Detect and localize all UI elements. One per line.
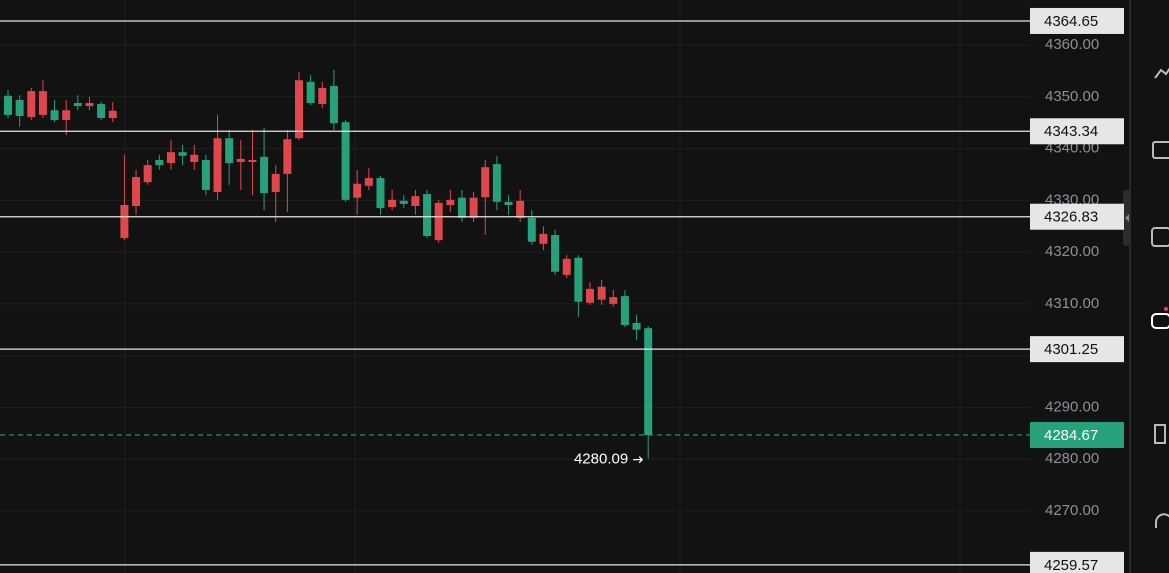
candle-body xyxy=(166,152,175,164)
candle-body xyxy=(539,233,548,244)
candle-body xyxy=(260,156,269,194)
candle-body xyxy=(469,197,478,218)
candle-body xyxy=(236,158,245,163)
candle-body xyxy=(248,159,257,163)
candle-body xyxy=(120,204,129,239)
y-tick-label: 4320.00 xyxy=(1045,243,1099,260)
candle-body xyxy=(551,234,560,272)
candle-body xyxy=(143,165,152,183)
toolbar-icon[interactable] xyxy=(1152,141,1169,159)
candle-body xyxy=(62,110,71,121)
candle-body xyxy=(178,152,187,156)
y-tick-label: 4350.00 xyxy=(1045,88,1099,105)
candle-body xyxy=(132,177,141,207)
y-tick-label: 4310.00 xyxy=(1045,295,1099,312)
candle-body xyxy=(97,104,106,119)
candle-body xyxy=(225,138,234,164)
candle-body xyxy=(609,297,618,304)
candle-body xyxy=(434,202,443,241)
low-marker-arrow xyxy=(633,456,644,464)
price-axis xyxy=(1030,0,1130,573)
toolbar xyxy=(1151,67,1169,528)
candle-body xyxy=(632,322,641,330)
candle-body xyxy=(597,286,606,300)
toolbar-icon[interactable] xyxy=(1151,227,1169,247)
toolbar-icon[interactable] xyxy=(1154,424,1166,444)
level-label-box xyxy=(1030,7,1124,34)
plot-area xyxy=(0,44,1030,512)
candle-body xyxy=(586,288,594,303)
candle-body xyxy=(446,199,455,205)
level-label-box xyxy=(1030,551,1124,573)
y-tick-label: 4290.00 xyxy=(1045,398,1099,415)
candle-body xyxy=(27,91,36,117)
candle-body xyxy=(73,103,82,107)
toolbar-icon[interactable] xyxy=(1155,513,1169,528)
candle-body xyxy=(644,328,653,435)
candle-body xyxy=(329,85,338,124)
handle-arrow xyxy=(1125,214,1129,222)
candle-body xyxy=(341,122,350,200)
last-price-box xyxy=(1030,421,1124,448)
candle-body xyxy=(399,200,408,204)
toolbar-icon[interactable] xyxy=(1154,67,1169,79)
level-label: 4301.25 xyxy=(1044,341,1098,358)
candle-body xyxy=(527,217,536,242)
notification-dot xyxy=(1164,307,1168,311)
candle-body xyxy=(481,167,490,198)
level-label: 4326.83 xyxy=(1044,209,1098,226)
candle-body xyxy=(492,164,501,202)
candle-body xyxy=(38,91,47,115)
y-tick-label: 4360.00 xyxy=(1045,36,1099,53)
candle-body xyxy=(108,110,117,119)
level-label: 4364.65 xyxy=(1044,13,1098,30)
candle-body xyxy=(457,197,466,218)
level-label-box xyxy=(1030,118,1124,145)
candle-body xyxy=(574,257,583,302)
candle-body xyxy=(15,99,24,116)
candle-body xyxy=(353,183,362,198)
level-label-box xyxy=(1030,336,1124,363)
candle-body xyxy=(4,95,12,115)
candle-body xyxy=(306,81,315,104)
level-label: 4343.34 xyxy=(1044,123,1098,140)
candle-body xyxy=(50,110,59,121)
y-tick-label: 4270.00 xyxy=(1045,502,1099,519)
candle-body xyxy=(190,154,199,163)
y-tick-label: 4280.00 xyxy=(1045,450,1099,467)
candle-body xyxy=(85,103,94,107)
candle-body xyxy=(318,87,327,105)
low-marker-label: 4280.09 xyxy=(574,451,628,468)
candle-body xyxy=(411,196,420,207)
candle-body xyxy=(295,80,303,139)
candle-body xyxy=(620,296,629,326)
candle-body xyxy=(213,138,222,193)
level-label-box xyxy=(1030,203,1124,230)
candle-body xyxy=(388,199,397,208)
candle-body xyxy=(155,159,164,166)
candle-body xyxy=(504,201,513,205)
candle-body xyxy=(271,173,280,193)
candle-body xyxy=(201,159,210,190)
candle-body xyxy=(364,178,373,186)
vertical-grid xyxy=(124,0,961,573)
candle-body xyxy=(516,200,525,218)
level-label: 4259.57 xyxy=(1044,557,1098,573)
candle-body xyxy=(562,258,571,275)
last-price-label: 4284.67 xyxy=(1044,427,1098,444)
candle-body xyxy=(376,178,385,209)
candle-body xyxy=(283,139,292,174)
toolbar-icon[interactable] xyxy=(1151,313,1169,329)
candle-body xyxy=(423,194,432,237)
